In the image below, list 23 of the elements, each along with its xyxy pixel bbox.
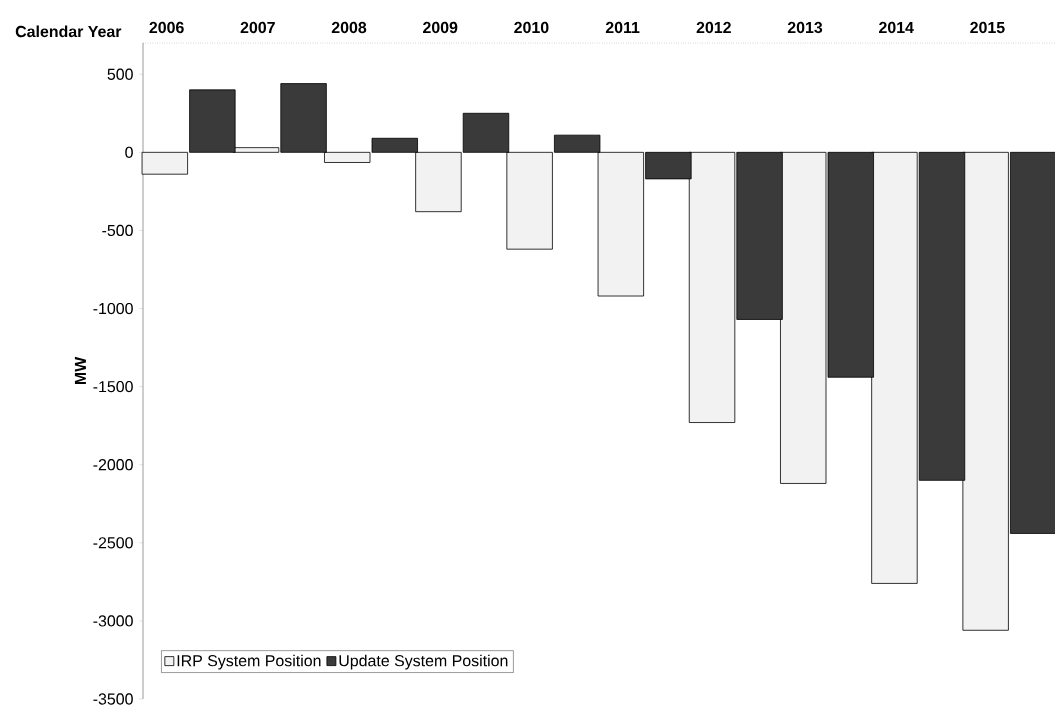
y-tick-label: -2500 [93,537,133,549]
x-tick-label: 2014 [879,21,914,34]
legend-label: Update System Position [339,654,508,670]
x-tick-label: 2006 [149,21,184,34]
y-tick-label: -2000 [93,459,133,471]
legend-label: IRP System Position [177,654,321,670]
y-tick-label: 0 [125,146,133,158]
x-tick-label: 2010 [514,21,549,34]
x-tick-label: 2012 [696,21,731,34]
y-tick-label: -1500 [93,380,133,393]
x-tick-label: 2011 [605,21,640,34]
x-tick-label: 2013 [787,21,823,34]
x-tick-label: 2007 [240,21,275,34]
x-axis-title: Calendar Year [15,25,122,38]
y-tick-label: -3000 [93,615,133,627]
x-tick-label: 2008 [331,21,367,34]
y-tick-label: -500 [102,224,133,237]
y-tick-label: -1000 [93,302,133,315]
x-tick-label: 2009 [423,21,458,34]
y-axis-title: MW [74,356,86,385]
x-tick-label: 2015 [970,21,1005,34]
y-tick-label: 500 [107,68,133,80]
y-tick-label: -3500 [93,693,133,705]
